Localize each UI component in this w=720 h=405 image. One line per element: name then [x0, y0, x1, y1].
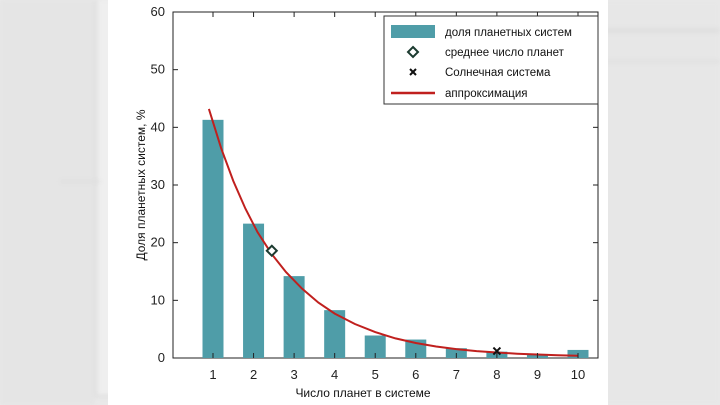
legend-diamond-icon	[406, 45, 420, 59]
background-line	[600, 60, 720, 63]
solar-system-marker-stroke	[492, 346, 502, 356]
markers-group	[265, 244, 502, 356]
y-tick-label: 50	[151, 62, 165, 77]
x-tick-label: 1	[209, 367, 216, 382]
bar-chart: 0 10 20 30 40 50 60 1 2 3 4 5 6 7 8 9 10 Число планет в…	[134, 4, 599, 400]
x-tick-label: 3	[290, 367, 297, 382]
x-axis-ticks: 1 2 3 4 5 6 7 8 9 10	[209, 12, 585, 382]
fit-line-group	[207, 108, 579, 357]
legend-label-solar: Солнечная система	[445, 67, 551, 79]
x-tick-label: 4	[331, 367, 338, 382]
bar-5	[364, 335, 386, 358]
solar-system-marker	[492, 346, 502, 356]
legend-swatch-bars	[391, 25, 435, 38]
background-right-strip	[600, 0, 720, 405]
bar-1	[202, 119, 224, 358]
y-axis-ticks: 0 10 20 30 40 50 60	[151, 4, 598, 365]
background-line	[60, 180, 100, 183]
bar-3	[283, 276, 305, 358]
x-tick-label: 9	[534, 367, 541, 382]
bar-2	[243, 223, 265, 358]
y-tick-label: 40	[151, 119, 165, 134]
background-left-strip	[0, 0, 95, 405]
y-tick-label: 10	[151, 292, 165, 307]
legend-x-icon	[409, 68, 417, 76]
legend-box	[383, 15, 599, 105]
legend-label-fit: аппроксимация	[445, 88, 528, 100]
x-tick-label: 5	[372, 367, 379, 382]
chart-panel: 0 10 20 30 40 50 60 1 2 3 4 5 6 7 8 9 10 Число планет в…	[108, 0, 608, 405]
legend: доля планетных систем среднее число план…	[383, 15, 599, 105]
y-tick-label: 30	[151, 177, 165, 192]
y-tick-label: 0	[158, 350, 165, 365]
legend-label-mean: среднее число планет	[445, 47, 565, 59]
x-tick-label: 10	[571, 367, 585, 382]
bar-4	[324, 310, 346, 358]
x-axis-label: Число планет в системе	[295, 386, 430, 400]
legend-label-bars: доля планетных систем	[445, 27, 572, 39]
x-tick-label: 6	[412, 367, 419, 382]
x-tick-label: 8	[493, 367, 500, 382]
background-line	[600, 28, 720, 33]
y-axis-label: Доля планетных систем, %	[134, 109, 148, 260]
fit-curve	[207, 108, 579, 357]
x-tick-label: 7	[453, 367, 460, 382]
x-tick-label: 2	[250, 367, 257, 382]
mean-planets-marker	[265, 244, 279, 258]
y-tick-label: 60	[151, 4, 165, 19]
y-tick-label: 20	[151, 235, 165, 250]
